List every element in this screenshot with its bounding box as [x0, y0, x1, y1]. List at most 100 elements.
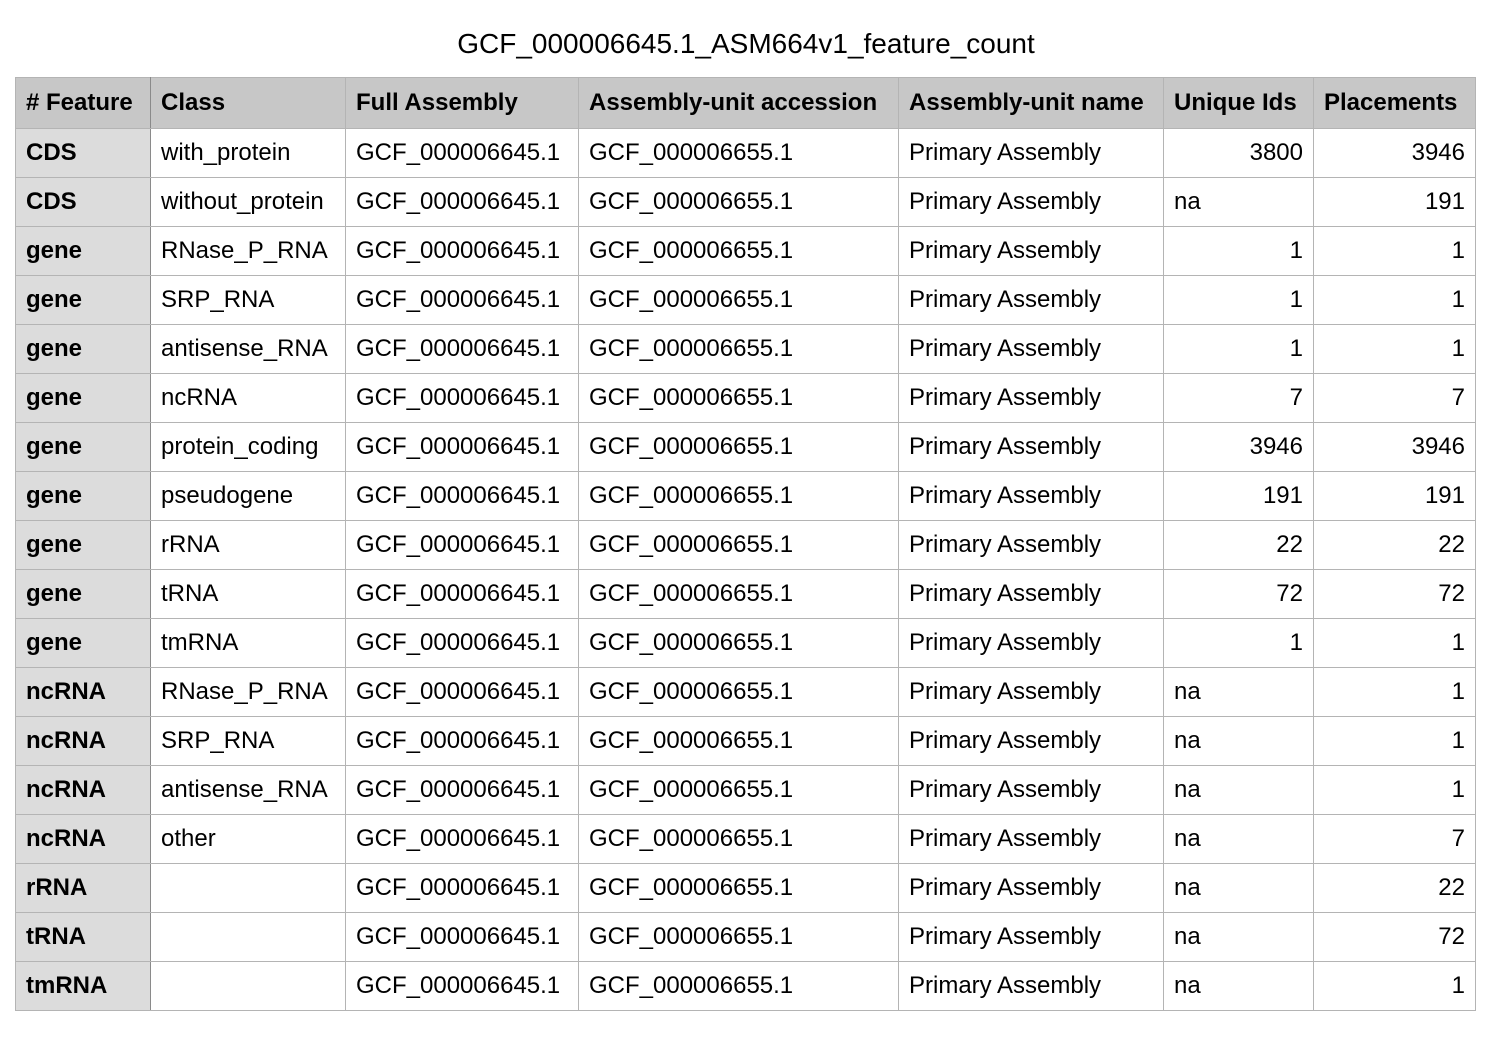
feature-cell: gene: [15, 520, 151, 570]
placements-cell: 22: [1313, 520, 1476, 570]
placements-cell: 72: [1313, 912, 1476, 962]
unique-ids-cell: 1: [1163, 618, 1314, 668]
full-assembly-cell: GCF_000006645.1: [345, 128, 579, 178]
document-title: GCF_000006645.1_ASM664v1_feature_count: [457, 28, 1035, 59]
placements-cell: 7: [1313, 814, 1476, 864]
class-cell: protein_coding: [150, 422, 346, 472]
table-row: gene RNase_P_RNA GCF_000006645.1 GCF_000006…: [15, 226, 1476, 276]
assembly-unit-accession-cell: GCF_000006655.1: [578, 275, 899, 325]
class-cell: RNase_P_RNA: [150, 667, 346, 717]
full-assembly-cell: GCF_000006645.1: [345, 422, 579, 472]
column-header-unique-ids: Unique Ids: [1163, 77, 1314, 129]
class-cell: without_protein: [150, 177, 346, 227]
placements-cell: 22: [1313, 863, 1476, 913]
full-assembly-cell: GCF_000006645.1: [345, 177, 579, 227]
placements-cell: 191: [1313, 471, 1476, 521]
full-assembly-cell: GCF_000006645.1: [345, 471, 579, 521]
table-row: gene SRP_RNA GCF_000006645.1 GCF_000006655.…: [15, 275, 1476, 325]
unique-ids-cell: na: [1163, 177, 1314, 227]
full-assembly-cell: GCF_000006645.1: [345, 667, 579, 717]
table-row: gene ncRNA GCF_000006645.1 GCF_000006655.1 P…: [15, 373, 1476, 423]
feature-cell: tRNA: [15, 912, 151, 962]
unique-ids-cell: 1: [1163, 324, 1314, 374]
class-cell: SRP_RNA: [150, 275, 346, 325]
full-assembly-cell: GCF_000006645.1: [345, 373, 579, 423]
feature-cell: tmRNA: [15, 961, 151, 1011]
unique-ids-cell: 7: [1163, 373, 1314, 423]
table-row: gene tRNA GCF_000006645.1 GCF_000006655.1 Pr…: [15, 569, 1476, 619]
unique-ids-cell: 191: [1163, 471, 1314, 521]
assembly-unit-accession-cell: GCF_000006655.1: [578, 814, 899, 864]
placements-cell: 1: [1313, 667, 1476, 717]
column-header-class: Class: [150, 77, 346, 129]
full-assembly-cell: GCF_000006645.1: [345, 618, 579, 668]
class-cell: [150, 912, 346, 962]
full-assembly-cell: GCF_000006645.1: [345, 814, 579, 864]
unique-ids-cell: 3946: [1163, 422, 1314, 472]
column-header-placements: Placements: [1313, 77, 1476, 129]
assembly-unit-name-cell: Primary Assembly: [898, 128, 1164, 178]
unique-ids-cell: 3800: [1163, 128, 1314, 178]
feature-count-table: # Feature Class Full Assembly Assembly-u…: [15, 77, 1476, 1011]
assembly-unit-name-cell: Primary Assembly: [898, 814, 1164, 864]
column-header-assembly-unit-accession: Assembly-unit accession: [578, 77, 899, 129]
unique-ids-cell: na: [1163, 961, 1314, 1011]
unique-ids-cell: na: [1163, 863, 1314, 913]
table-row: gene antisense_RNA GCF_000006645.1 GCF_0000…: [15, 324, 1476, 374]
table-body: CDS with_protein GCF_000006645.1 GCF_000006…: [15, 128, 1476, 1011]
feature-cell: ncRNA: [15, 814, 151, 864]
placements-cell: 1: [1313, 275, 1476, 325]
assembly-unit-name-cell: Primary Assembly: [898, 765, 1164, 815]
assembly-unit-name-cell: Primary Assembly: [898, 177, 1164, 227]
table-row: CDS with_protein GCF_000006645.1 GCF_000006…: [15, 128, 1476, 178]
feature-cell: CDS: [15, 128, 151, 178]
assembly-unit-accession-cell: GCF_000006655.1: [578, 569, 899, 619]
class-cell: rRNA: [150, 520, 346, 570]
unique-ids-cell: na: [1163, 814, 1314, 864]
feature-cell: CDS: [15, 177, 151, 227]
table-row: CDS without_protein GCF_000006645.1 GCF_000…: [15, 177, 1476, 227]
feature-cell: gene: [15, 471, 151, 521]
class-cell: with_protein: [150, 128, 346, 178]
assembly-unit-name-cell: Primary Assembly: [898, 863, 1164, 913]
assembly-unit-accession-cell: GCF_000006655.1: [578, 912, 899, 962]
table-row: tRNA GCF_000006645.1 GCF_000006655.1 Primar…: [15, 912, 1476, 962]
placements-cell: 1: [1313, 961, 1476, 1011]
table-row: rRNA GCF_000006645.1 GCF_000006655.1 Primar…: [15, 863, 1476, 913]
full-assembly-cell: GCF_000006645.1: [345, 275, 579, 325]
feature-cell: gene: [15, 569, 151, 619]
class-cell: tRNA: [150, 569, 346, 619]
assembly-unit-accession-cell: GCF_000006655.1: [578, 520, 899, 570]
table-row: gene pseudogene GCF_000006645.1 GCF_0000066…: [15, 471, 1476, 521]
unique-ids-cell: na: [1163, 912, 1314, 962]
assembly-unit-accession-cell: GCF_000006655.1: [578, 128, 899, 178]
unique-ids-cell: na: [1163, 716, 1314, 766]
assembly-unit-accession-cell: GCF_000006655.1: [578, 324, 899, 374]
feature-cell: ncRNA: [15, 716, 151, 766]
table-row: gene rRNA GCF_000006645.1 GCF_000006655.1 Pr…: [15, 520, 1476, 570]
assembly-unit-name-cell: Primary Assembly: [898, 667, 1164, 717]
placements-cell: 1: [1313, 618, 1476, 668]
assembly-unit-accession-cell: GCF_000006655.1: [578, 422, 899, 472]
feature-cell: ncRNA: [15, 765, 151, 815]
placements-cell: 72: [1313, 569, 1476, 619]
table-row: gene tmRNA GCF_000006645.1 GCF_000006655.1 P…: [15, 618, 1476, 668]
feature-cell: gene: [15, 422, 151, 472]
unique-ids-cell: 1: [1163, 226, 1314, 276]
class-cell: ncRNA: [150, 373, 346, 423]
feature-cell: rRNA: [15, 863, 151, 913]
unique-ids-cell: 22: [1163, 520, 1314, 570]
unique-ids-cell: 72: [1163, 569, 1314, 619]
class-cell: [150, 863, 346, 913]
table-row: ncRNA other GCF_000006645.1 GCF_000006655.1…: [15, 814, 1476, 864]
assembly-unit-accession-cell: GCF_000006655.1: [578, 177, 899, 227]
full-assembly-cell: GCF_000006645.1: [345, 765, 579, 815]
table-row: ncRNA RNase_P_RNA GCF_000006645.1 GCF_00000…: [15, 667, 1476, 717]
class-cell: tmRNA: [150, 618, 346, 668]
assembly-unit-name-cell: Primary Assembly: [898, 324, 1164, 374]
assembly-unit-accession-cell: GCF_000006655.1: [578, 618, 899, 668]
assembly-unit-name-cell: Primary Assembly: [898, 373, 1164, 423]
assembly-unit-name-cell: Primary Assembly: [898, 618, 1164, 668]
header-row: # Feature Class Full Assembly Assembly-u…: [15, 77, 1476, 129]
placements-cell: 1: [1313, 765, 1476, 815]
